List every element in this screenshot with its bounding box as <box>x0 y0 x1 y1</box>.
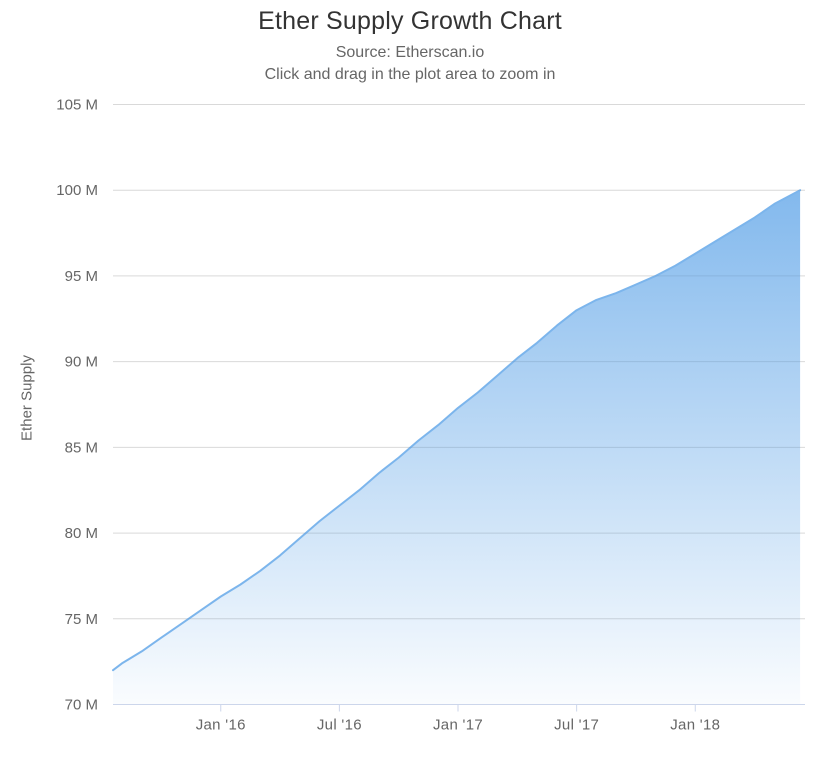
x-axis-tick-label: Jan '18 <box>670 717 720 734</box>
y-axis-tick-label: 85 M <box>65 439 98 456</box>
x-axis-tick-label: Jan '16 <box>196 717 246 734</box>
x-axis-tick-label: Jan '17 <box>433 717 483 734</box>
chart-subtitle: Source: Etherscan.io Click and drag in t… <box>0 42 820 86</box>
supply-line <box>112 189 802 672</box>
y-axis-tick-label: 100 M <box>56 182 98 199</box>
y-axis-tick-label: 105 M <box>56 97 98 114</box>
series-area <box>112 189 802 705</box>
y-axis-tick-label: 95 M <box>65 268 98 285</box>
chart-title: Ether Supply Growth Chart <box>258 7 562 35</box>
y-axis-tick-label: 75 M <box>65 611 98 628</box>
chart-subtitle-source: Source: Etherscan.io <box>335 44 485 61</box>
y-axis-labels: 70 M 75 M 80 M 85 M 90 M 95 M 100 M 105 M <box>56 97 98 714</box>
y-axis-tick-label: 90 M <box>65 354 98 371</box>
chart-subtitle-zoom-hint: Click and drag in the plot area to zoom … <box>264 66 556 83</box>
x-axis-tick-label: Jul '16 <box>317 717 362 734</box>
supply-area-fill <box>113 190 801 705</box>
y-axis-title: Ether Supply <box>18 355 36 441</box>
y-axis-tick-label: 80 M <box>65 525 98 542</box>
x-axis-tick-label: Jul '17 <box>554 717 599 734</box>
x-axis: Jan '16 Jul '16 Jan '17 Jul '17 Jan '18 <box>113 704 805 734</box>
plot-area[interactable] <box>113 105 805 705</box>
y-axis-tick-label: 70 M <box>65 697 98 714</box>
